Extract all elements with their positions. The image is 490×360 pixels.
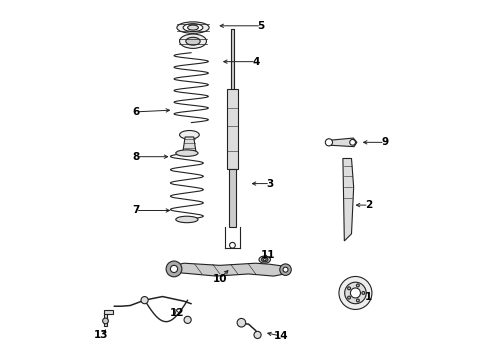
Polygon shape (183, 137, 196, 151)
Text: 14: 14 (273, 331, 288, 341)
Circle shape (184, 316, 191, 323)
Circle shape (171, 265, 177, 273)
Text: 5: 5 (258, 21, 265, 31)
Circle shape (347, 296, 350, 299)
Text: 9: 9 (381, 138, 389, 147)
Circle shape (325, 139, 333, 146)
Text: 10: 10 (213, 274, 227, 284)
Text: 4: 4 (252, 57, 259, 67)
Circle shape (356, 299, 359, 302)
Polygon shape (343, 158, 354, 241)
Ellipse shape (177, 22, 209, 33)
Ellipse shape (262, 257, 268, 262)
Circle shape (356, 284, 359, 287)
Ellipse shape (188, 25, 198, 30)
Circle shape (362, 292, 365, 294)
Circle shape (230, 242, 235, 248)
Circle shape (280, 264, 291, 275)
Text: 12: 12 (170, 308, 184, 318)
Circle shape (254, 331, 261, 338)
Text: 11: 11 (261, 250, 275, 260)
Circle shape (347, 287, 350, 290)
Ellipse shape (183, 24, 203, 32)
Ellipse shape (179, 131, 199, 139)
Text: 1: 1 (365, 292, 372, 302)
Circle shape (350, 139, 355, 145)
Ellipse shape (263, 258, 266, 261)
Text: 2: 2 (365, 200, 372, 210)
Polygon shape (326, 138, 357, 147)
Circle shape (283, 267, 288, 272)
Circle shape (102, 318, 108, 324)
Bar (229, 169, 236, 226)
Bar (104, 312, 107, 326)
Bar (231, 30, 234, 94)
Bar (227, 89, 238, 169)
Text: 7: 7 (132, 206, 139, 216)
Circle shape (237, 319, 245, 327)
Text: 8: 8 (132, 152, 139, 162)
Circle shape (141, 297, 148, 304)
Text: 3: 3 (267, 179, 274, 189)
Ellipse shape (259, 256, 270, 263)
Ellipse shape (179, 34, 206, 48)
Bar (104, 310, 113, 314)
Circle shape (166, 261, 182, 277)
Circle shape (339, 276, 372, 310)
Text: 13: 13 (94, 330, 109, 340)
Text: 6: 6 (132, 107, 139, 117)
Circle shape (350, 288, 361, 298)
Ellipse shape (176, 150, 198, 156)
Ellipse shape (186, 37, 200, 45)
Ellipse shape (176, 216, 198, 223)
Polygon shape (172, 263, 288, 276)
Circle shape (344, 282, 366, 304)
